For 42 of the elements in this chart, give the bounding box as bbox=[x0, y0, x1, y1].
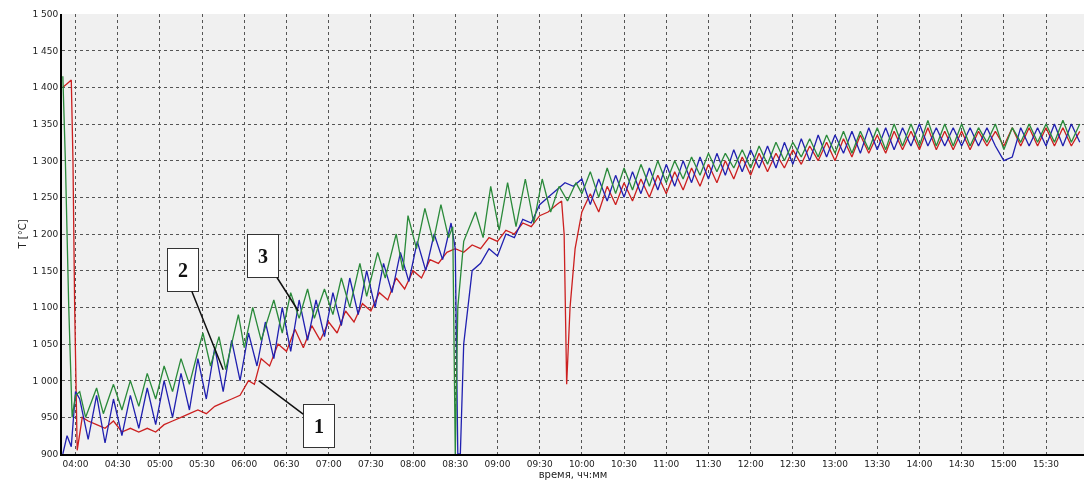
annotation: 2 bbox=[178, 259, 188, 281]
x-tick-label: 04:30 bbox=[104, 458, 131, 469]
y-tick-label: 1 250 bbox=[32, 192, 59, 203]
y-tick-label: 1 500 bbox=[32, 9, 59, 20]
x-tick-label: 10:00 bbox=[568, 458, 596, 469]
y-tick-label: 1 100 bbox=[32, 302, 59, 313]
y-tick-label: 1 000 bbox=[32, 375, 59, 386]
y-tick-label: 1 300 bbox=[32, 155, 59, 166]
y-tick-label: 1 150 bbox=[32, 265, 59, 276]
y-tick-label: 950 bbox=[41, 412, 59, 423]
x-tick-label: 13:00 bbox=[822, 458, 849, 469]
y-axis-title: T [°C] bbox=[16, 219, 28, 250]
y-tick-label: 900 bbox=[41, 449, 59, 460]
x-tick-label: 10:30 bbox=[611, 458, 638, 469]
x-tick-label: 05:00 bbox=[146, 458, 174, 469]
x-tick-label: 04:00 bbox=[62, 458, 89, 469]
x-tick-label: 09:00 bbox=[484, 458, 511, 469]
x-tick-label: 07:00 bbox=[315, 458, 342, 469]
x-tick-label: 06:30 bbox=[273, 458, 300, 469]
x-tick-label: 12:30 bbox=[779, 458, 807, 469]
x-tick-label: 11:30 bbox=[695, 458, 722, 469]
y-tick-label: 1 200 bbox=[32, 229, 59, 240]
x-tick-label: 08:30 bbox=[442, 458, 469, 469]
x-tick-label: 05:30 bbox=[189, 458, 216, 469]
annotation: 3 bbox=[258, 245, 268, 267]
y-tick-label: 1 050 bbox=[32, 339, 59, 350]
x-tick-label: 08:00 bbox=[400, 458, 427, 469]
y-tick-label: 1 450 bbox=[32, 45, 59, 56]
x-tick-label: 11:00 bbox=[653, 458, 680, 469]
y-tick-label: 1 350 bbox=[32, 119, 59, 130]
x-tick-label: 09:30 bbox=[526, 458, 553, 469]
x-tick-label: 07:30 bbox=[357, 458, 385, 469]
x-axis-title: время, чч:мм bbox=[538, 468, 608, 480]
x-tick-label: 14:30 bbox=[948, 458, 975, 469]
x-tick-label: 15:30 bbox=[1033, 458, 1060, 469]
y-tick-label: 1 400 bbox=[32, 82, 59, 93]
x-tick-label: 06:00 bbox=[231, 458, 258, 469]
x-tick-label: 14:00 bbox=[906, 458, 933, 469]
x-tick-label: 15:00 bbox=[990, 458, 1018, 469]
x-tick-label: 12:00 bbox=[737, 458, 764, 469]
x-tick-label: 13:30 bbox=[864, 458, 891, 469]
annotation: 1 bbox=[314, 415, 324, 437]
